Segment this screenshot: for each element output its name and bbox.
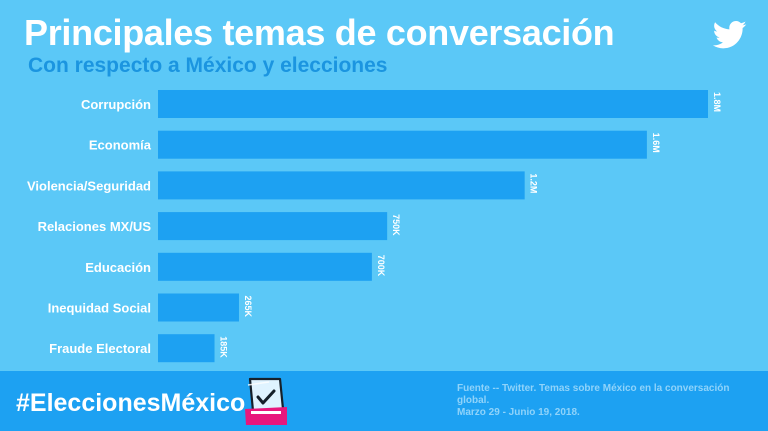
- bar-4: [158, 252, 372, 281]
- category-label-5: Inequidad Social: [48, 301, 151, 316]
- category-label-6: Fraude Electoral: [49, 341, 151, 356]
- category-label-3: Relaciones MX/US: [38, 219, 152, 234]
- ballot-box-icon: [245, 377, 287, 425]
- chart-title: Principales temas de conversación: [24, 12, 615, 53]
- value-label-5: 265K: [243, 296, 253, 318]
- category-label-1: Economía: [89, 138, 152, 153]
- value-label-0: 1.8M: [712, 92, 722, 112]
- chart-subtitle: Con respecto a México y elecciones: [28, 54, 388, 77]
- bar-2: [158, 171, 525, 200]
- value-label-3: 750K: [391, 214, 401, 236]
- category-label-0: Corrupción: [81, 97, 151, 112]
- bar-5: [158, 293, 239, 322]
- value-label-4: 700K: [376, 255, 386, 277]
- bar-1: [158, 130, 647, 159]
- hashtag-label: #EleccionesMéxico: [16, 389, 246, 417]
- bar-chart: Corrupción 1.8M Economía 1.6M Violencia/Segu…: [27, 90, 722, 363]
- source-line-1: Fuente -- Twitter. Temas sobre México en…: [457, 383, 730, 394]
- footer-bar: #EleccionesMéxico Fuente -- Twitter. Tem…: [0, 371, 768, 431]
- source-line-3: Marzo 29 - Junio 19, 2018.: [457, 407, 580, 418]
- category-label-2: Violencia/Seguridad: [27, 178, 151, 193]
- value-label-2: 1.2M: [529, 173, 539, 193]
- source-line-2: global.: [457, 395, 490, 406]
- twitter-bird-icon: [713, 20, 747, 49]
- bar-3: [158, 212, 388, 241]
- source-note: Fuente -- Twitter. Temas sobre México en…: [457, 383, 762, 419]
- value-label-1: 1.6M: [651, 133, 661, 153]
- bar-6: [158, 334, 215, 363]
- value-label-6: 185K: [219, 336, 229, 358]
- bar-0: [158, 90, 708, 118]
- category-label-4: Educación: [85, 260, 151, 275]
